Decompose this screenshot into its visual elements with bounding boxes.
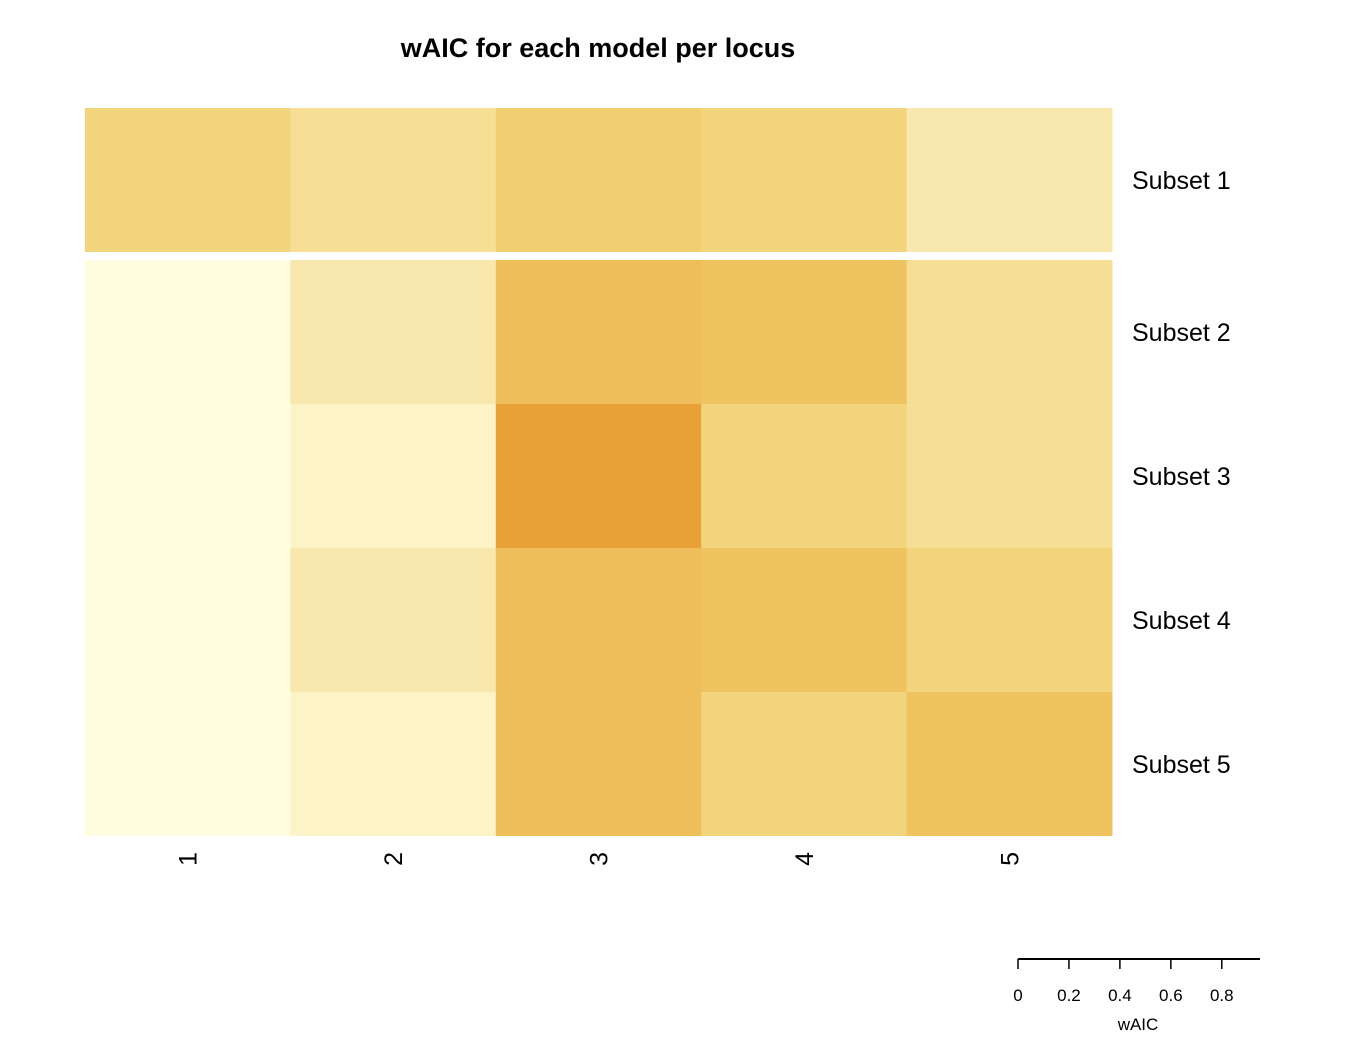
heatmap-cell [906, 108, 1113, 252]
heatmap-cell [906, 692, 1113, 836]
heatmap-cell [906, 260, 1113, 404]
heatmap-cell [85, 692, 291, 836]
heatmap-cell [290, 404, 497, 548]
heatmap-cell [701, 692, 908, 836]
heatmap-cell [85, 108, 291, 252]
legend-tick-label: 0.2 [1057, 986, 1081, 1005]
chart-title: wAIC for each model per locus [400, 33, 796, 63]
heatmap-cell [701, 108, 908, 252]
legend-label: wAIC [1117, 1015, 1159, 1034]
heatmap-cell [290, 548, 497, 692]
column-label: 5 [996, 852, 1024, 866]
heatmap-cell [906, 548, 1113, 692]
row-label: Subset 2 [1132, 319, 1231, 347]
column-label: 1 [175, 852, 203, 866]
heatmap-cell [85, 260, 291, 404]
row-label: Subset 1 [1132, 167, 1231, 195]
heatmap-cell [290, 692, 497, 836]
heatmap-cell [495, 692, 702, 836]
heatmap-cell [701, 404, 908, 548]
heatmap-cell [495, 260, 702, 404]
legend-tick-label: 0.6 [1159, 986, 1183, 1005]
heatmap-cell [290, 108, 497, 252]
legend-tick-label: 0.8 [1210, 986, 1234, 1005]
row-label: Subset 3 [1132, 463, 1231, 491]
heatmap-cell [701, 548, 908, 692]
heatmap-cell [906, 404, 1113, 548]
legend-tick-label: 0 [1013, 986, 1022, 1005]
heatmap-cell [701, 260, 908, 404]
heatmap-cell [85, 404, 291, 548]
row-label: Subset 5 [1132, 751, 1231, 779]
row-label: Subset 4 [1132, 607, 1231, 635]
column-label: 4 [791, 852, 819, 866]
heatmap-cell [85, 548, 291, 692]
heatmap-cell [495, 404, 702, 548]
heatmap-cell [495, 548, 702, 692]
heatmap-cell [495, 108, 702, 252]
column-label: 3 [586, 852, 614, 866]
legend-tick-label: 0.4 [1108, 986, 1132, 1005]
heatmap-cell [290, 260, 497, 404]
column-label: 2 [380, 852, 408, 866]
